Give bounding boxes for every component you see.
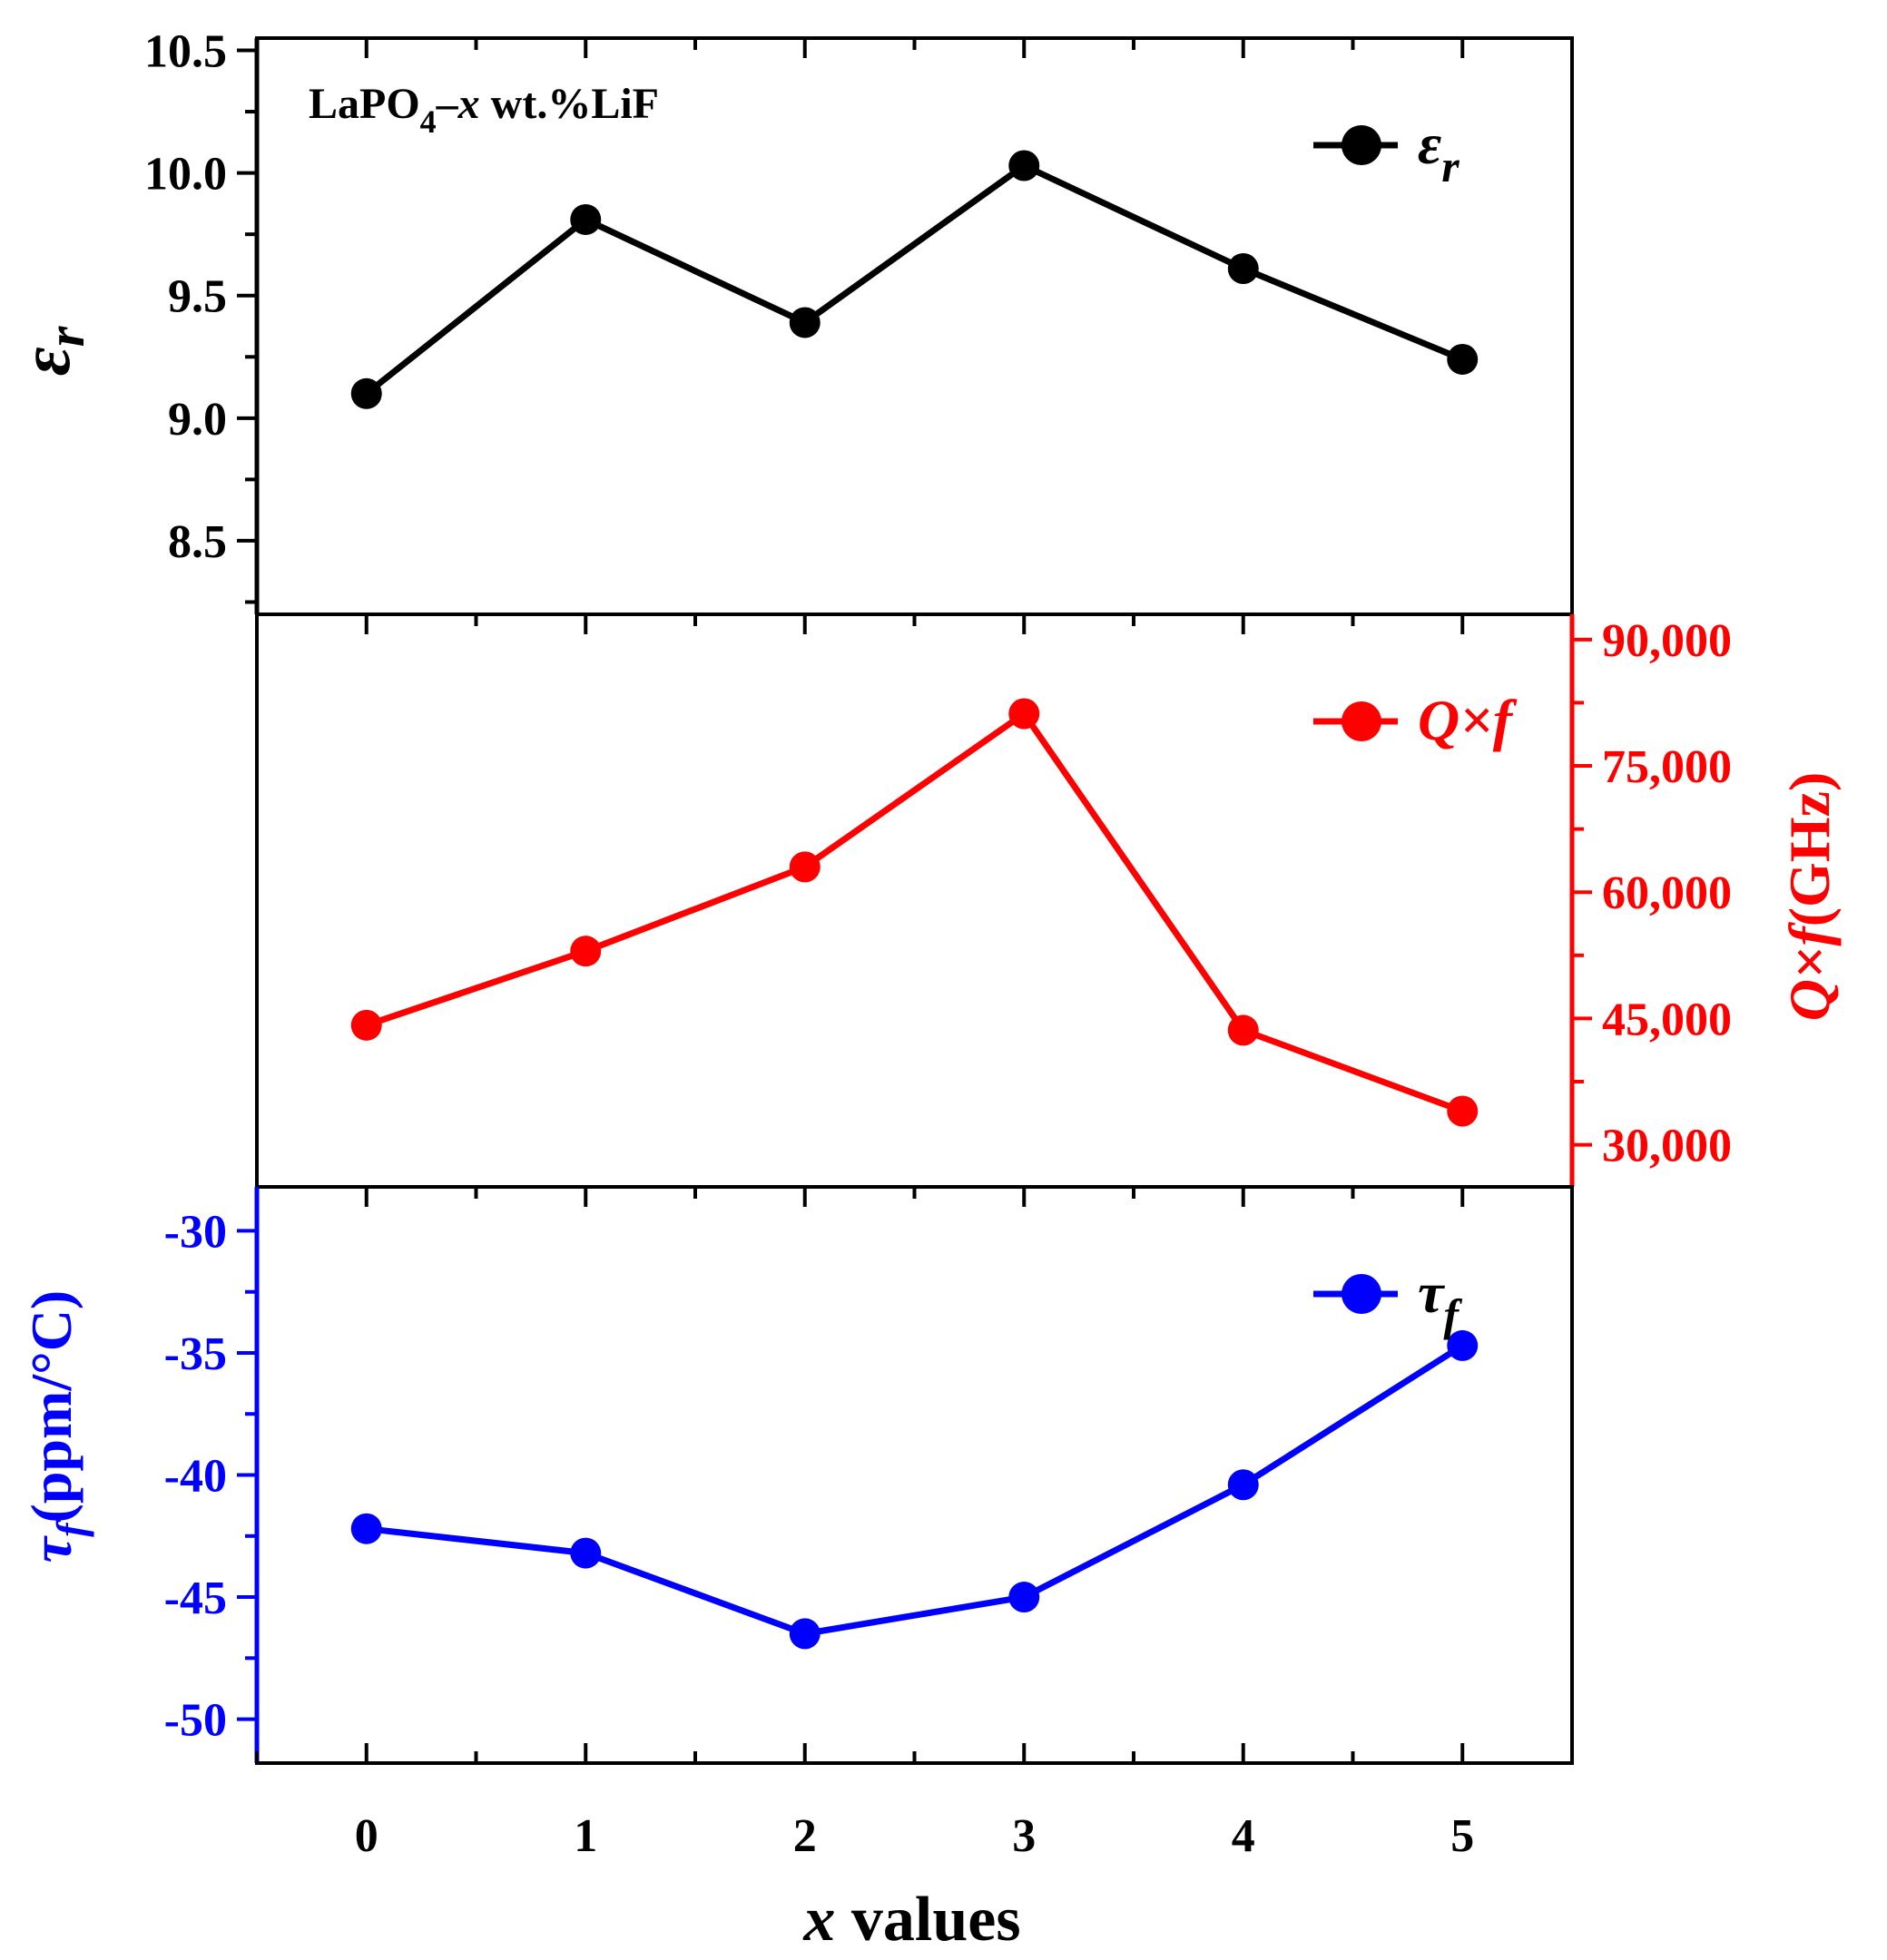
y-tick-label: -50 <box>164 1695 227 1747</box>
x-axis-title: x values <box>802 1885 1020 1955</box>
data-point <box>1008 1582 1040 1613</box>
y-axis-title: Q×f(GHz) <box>1777 772 1842 1022</box>
series-line <box>365 710 1464 1114</box>
data-point <box>789 851 821 883</box>
series-line <box>364 162 1464 397</box>
y-tick-label: -45 <box>164 1573 227 1624</box>
legend-label-main: ε <box>1418 112 1441 176</box>
y-tick-label: -40 <box>164 1451 227 1503</box>
y-tick-label: 10.0 <box>144 149 227 201</box>
data-point <box>1447 1329 1479 1361</box>
x-tick-label: 3 <box>1012 1810 1036 1862</box>
data-point <box>570 203 602 235</box>
y-tick-label: 45,000 <box>1602 994 1732 1045</box>
data-point <box>1227 1014 1259 1046</box>
y-tick-label: 9.5 <box>168 271 227 323</box>
data-point <box>1447 1095 1479 1127</box>
legend-marker <box>1342 1274 1381 1314</box>
data-point <box>570 1537 602 1569</box>
annotation-dash: – <box>436 80 459 128</box>
annotation-rest: wt.%LiF <box>480 80 659 128</box>
data-point <box>789 307 821 338</box>
annotation-sub: 4 <box>420 103 437 140</box>
legend-label: Q×f <box>1418 688 1518 752</box>
data-point <box>350 377 382 409</box>
data-point <box>350 1513 382 1544</box>
data-point <box>789 1618 821 1650</box>
data-point <box>570 936 602 967</box>
y-tick-label: 10.5 <box>144 26 227 78</box>
annotation-var: x <box>457 80 480 128</box>
annotation-main: LaPO <box>309 80 420 128</box>
legend-label-sub: r <box>1441 141 1459 191</box>
y-axis-title-sub: f <box>48 1519 94 1537</box>
y-tick-label: 60,000 <box>1602 867 1732 919</box>
y-tick-label: -30 <box>164 1206 227 1258</box>
y-axis-title-rest: (GHz) <box>1777 772 1842 927</box>
legend-marker <box>1342 125 1381 165</box>
data-point <box>1227 253 1259 284</box>
y-tick-label: 75,000 <box>1602 741 1732 793</box>
y-tick-label: 8.5 <box>168 516 227 568</box>
legend-label-sub: f <box>1443 1289 1462 1340</box>
y-axis-title-main: Q×f <box>1777 922 1842 1022</box>
data-point <box>1008 698 1040 730</box>
x-axis-title-rest: values <box>835 1885 1020 1955</box>
y-axis-title: τf(ppm/°C) <box>19 1290 94 1563</box>
data-point <box>1447 343 1479 375</box>
y-axis-title: εr <box>5 326 95 376</box>
legend-label: τf <box>1418 1260 1462 1340</box>
panel-frame <box>255 1185 1574 1765</box>
legend-label-main: τ <box>1418 1260 1446 1325</box>
data-point <box>1227 1469 1259 1501</box>
x-tick-label: 4 <box>1232 1810 1255 1862</box>
panel-q-times-f: 30,00045,00060,00075,00090,000Q×f(GHz)Q×… <box>255 612 1842 1189</box>
x-axis-title-var: x <box>802 1885 835 1955</box>
legend-label-main: Q×f <box>1418 688 1518 752</box>
y-tick-label: 30,000 <box>1602 1121 1732 1172</box>
x-tick-label: 1 <box>574 1810 597 1862</box>
x-tick-label: 5 <box>1450 1810 1474 1862</box>
panel-frame <box>255 612 1574 1189</box>
y-tick-label: 90,000 <box>1602 615 1732 667</box>
y-tick-label: -35 <box>164 1328 227 1380</box>
y-axis-title-rest: (ppm/°C) <box>19 1290 84 1524</box>
y-axis-title-main: τ <box>19 1534 84 1563</box>
y-tick-label: 9.0 <box>168 394 227 446</box>
data-point <box>350 1009 382 1041</box>
legend-label: εr <box>1418 112 1459 191</box>
x-tick-label: 2 <box>793 1810 817 1862</box>
series-line <box>366 1342 1465 1637</box>
legend-marker <box>1342 701 1381 741</box>
annotation-label: LaPO4–x wt.%LiF <box>309 80 659 140</box>
y-axis-title-sub: r <box>36 326 95 347</box>
x-tick-label: 0 <box>355 1810 378 1862</box>
data-point <box>1008 150 1040 181</box>
y-axis-title-main: ε <box>5 347 84 376</box>
